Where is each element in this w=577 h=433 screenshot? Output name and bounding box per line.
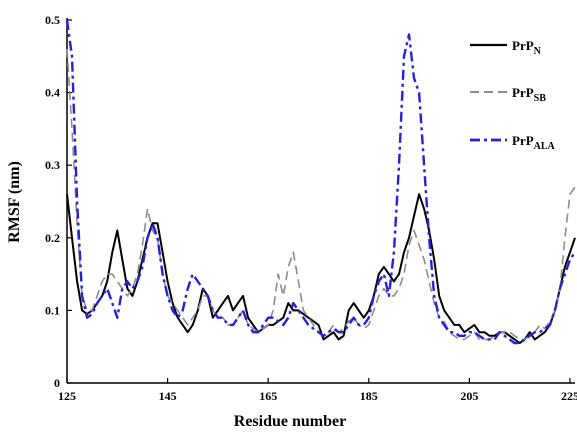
y-tick-label: 0.2 [45,231,60,245]
x-axis-label: Residue number [234,413,346,430]
x-tick-label: 185 [360,389,378,403]
series-line-ala [65,19,576,345]
x-tick-label: 165 [259,389,277,403]
legend-label-sb: PrPSB [512,85,546,104]
x-tick-label: 125 [58,389,76,403]
legend-label-n: PrPN [512,38,542,57]
y-tick-label: 0.4 [45,86,60,100]
series-group [65,19,576,345]
series-line-n [66,193,576,345]
x-tick-label: 205 [460,389,478,403]
y-tick-label: 0.5 [45,13,60,27]
y-tick-label: 0 [54,376,60,390]
y-tick-label: 0.3 [45,158,60,172]
y-tick-label: 0.1 [45,303,60,317]
axes: 0 0.1 0.2 0.3 0.4 0.5 125 145 165 185 205 225 [45,13,577,403]
x-tick-label: 145 [159,389,177,403]
x-tick-label: 225 [561,389,577,403]
y-axis-label: RMSF (nm) [6,161,23,243]
legend: PrPN PrPSB PrPALA [470,38,556,152]
legend-label-ala: PrPALA [512,133,556,152]
